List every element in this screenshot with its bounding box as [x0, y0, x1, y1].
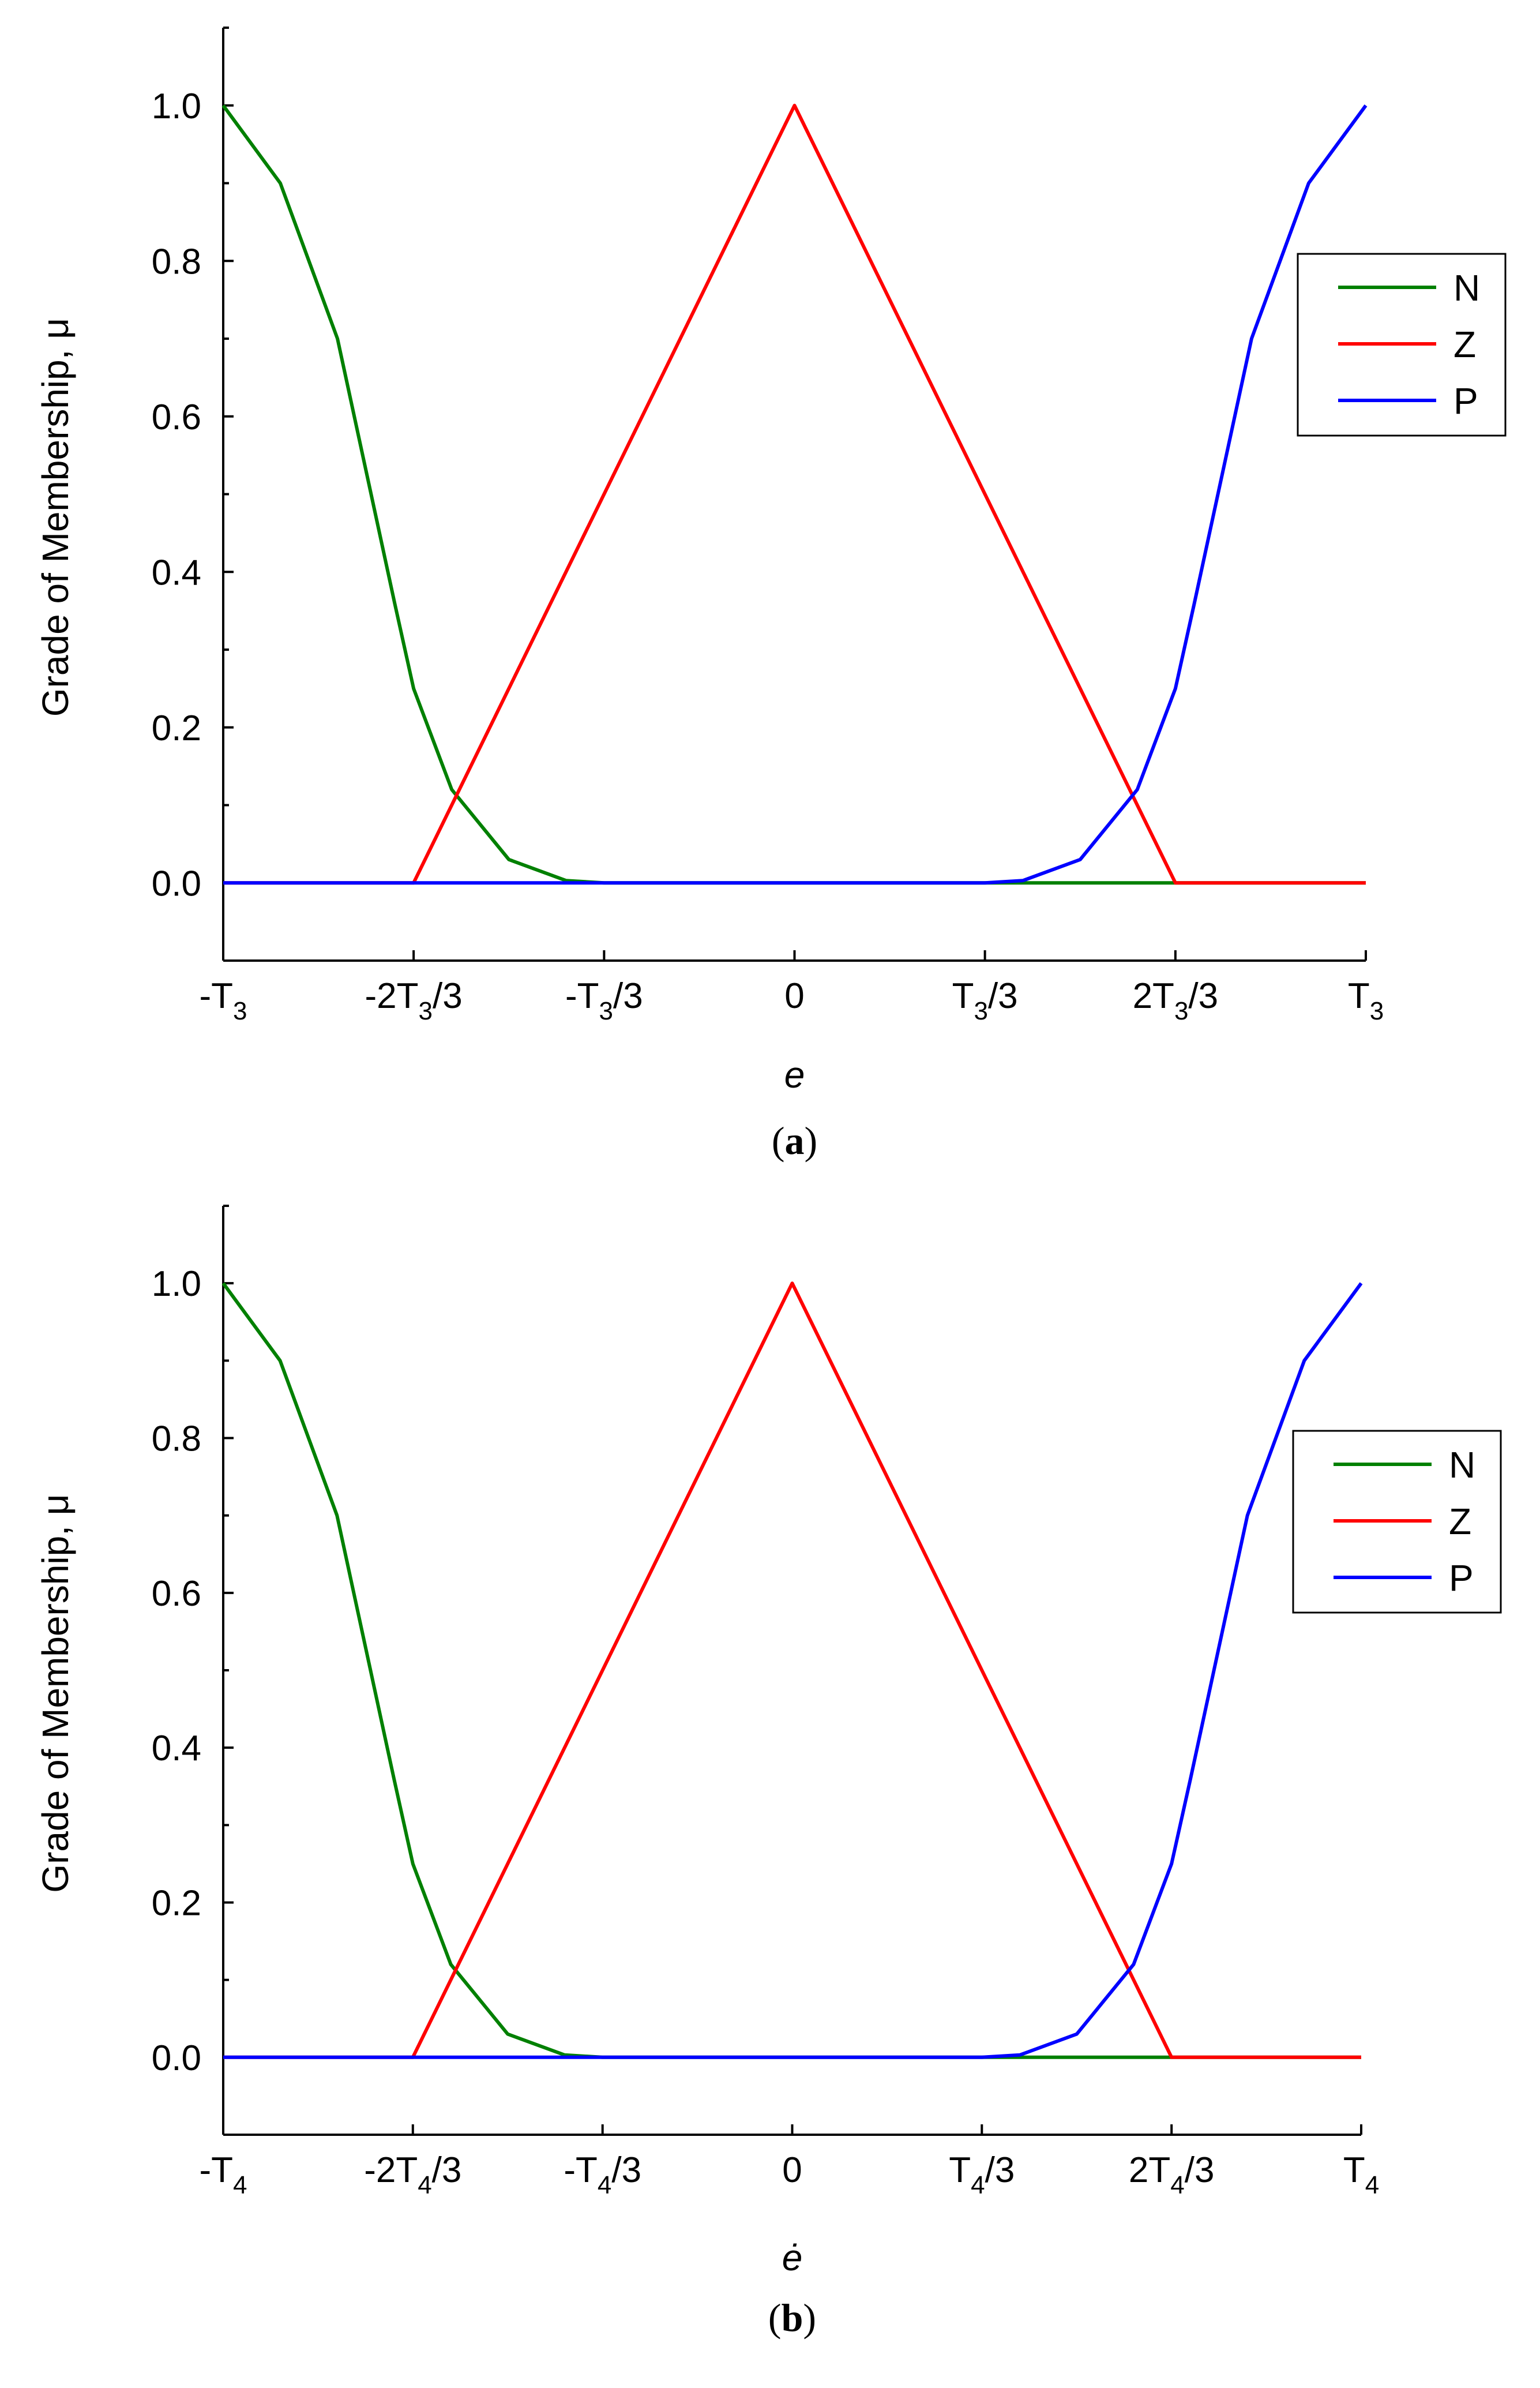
series-line-n: [221, 1282, 1361, 2059]
x-tick-label-subscript: 4: [233, 2171, 247, 2199]
x-tick-label: -T4/3: [564, 2150, 641, 2199]
x-tick-label-subscript: 3: [1174, 997, 1188, 1025]
x-tick-label: 2T3/3: [1133, 976, 1219, 1025]
x-axis-title: e: [784, 1054, 805, 1096]
series-line-p: [223, 1282, 1363, 2059]
x-tick-label-main: 0: [782, 2150, 802, 2190]
chart-panel-a: 0.00.20.40.60.81.0-T3 -2T3/3 -T3/3 0 T3/3 2T3…: [35, 27, 1507, 1163]
y-tick-label: 0.0: [152, 864, 201, 904]
x-tick-label-main: T: [949, 2150, 971, 2190]
series-line-z: [223, 103, 1366, 885]
caption-open-paren: (: [772, 1119, 785, 1163]
x-tick-label-subscript: 4: [418, 2171, 431, 2199]
x-tick-label-suffix: /3: [988, 976, 1018, 1016]
chart-panel-b: 0.00.20.40.60.81.0-T4 -2T4/3 -T4/3 0 T4/3 2T4…: [35, 1205, 1502, 2340]
legend-label-p: P: [1449, 1557, 1474, 1599]
x-tick-label: T4/3: [949, 2150, 1015, 2199]
caption-close-paren: ): [803, 2296, 816, 2340]
y-tick-label: 0.2: [152, 708, 201, 748]
x-tick-label-subscript: 3: [599, 997, 613, 1025]
y-tick-label: 0.6: [152, 398, 201, 437]
x-tick-label: -T4: [199, 2150, 247, 2199]
x-tick-label-main: -2T: [365, 976, 419, 1016]
panel-caption: (b): [768, 2296, 816, 2340]
x-tick-label-subscript: 4: [1365, 2171, 1379, 2199]
x-tick-label-subscript: 3: [233, 997, 247, 1025]
x-tick-label: 0: [784, 976, 804, 1016]
x-tick-label-suffix: /3: [1185, 2150, 1215, 2190]
x-tick-label-subscript: 3: [1370, 997, 1384, 1025]
y-tick-label: 0.4: [152, 553, 201, 593]
y-tick-label: 1.0: [152, 87, 201, 126]
caption-open-paren: (: [768, 2296, 782, 2340]
x-tick-label: -T3: [199, 976, 247, 1025]
legend-label-n: N: [1449, 1444, 1475, 1486]
x-tick-label-main: -T: [199, 2150, 233, 2190]
x-tick-label-suffix: /3: [433, 976, 463, 1016]
y-tick-label: 0.0: [152, 2038, 201, 2078]
y-axis-title: Grade of Membership, μ: [35, 1494, 76, 1892]
legend-label-z: Z: [1453, 324, 1476, 365]
x-tick-label-main: -2T: [364, 2150, 418, 2190]
x-tick-label-main: T: [1343, 2150, 1365, 2190]
caption-close-paren: ): [805, 1119, 818, 1163]
x-tick-label-main: T: [952, 976, 974, 1016]
x-tick-label: T3/3: [952, 976, 1018, 1025]
caption-letter: a: [785, 1119, 805, 1163]
x-tick-label: T3: [1348, 976, 1384, 1025]
x-tick-label: -2T3/3: [365, 976, 463, 1025]
x-tick-label-main: 2T: [1133, 976, 1174, 1016]
legend-label-z: Z: [1449, 1501, 1471, 1542]
x-tick-label-suffix: /3: [611, 2150, 641, 2190]
x-tick-label-main: -T: [565, 976, 599, 1016]
x-tick-label-main: 2T: [1129, 2150, 1170, 2190]
x-tick-label: -2T4/3: [364, 2150, 461, 2199]
x-tick-label-subscript: 4: [1170, 2171, 1184, 2199]
y-tick-label: 0.4: [152, 1729, 201, 1768]
x-axis-title: ė: [782, 2237, 803, 2278]
x-tick-label: 0: [782, 2150, 802, 2190]
legend-label-n: N: [1453, 267, 1480, 309]
legend: NZP: [1297, 253, 1507, 437]
x-tick-label-subscript: 3: [419, 997, 433, 1025]
y-tick-label: 0.6: [152, 1574, 201, 1614]
x-tick-label: T4: [1343, 2150, 1379, 2199]
x-tick-label-main: -T: [564, 2150, 598, 2190]
x-tick-label-suffix: /3: [985, 2150, 1015, 2190]
x-tick-label-subscript: 4: [598, 2171, 611, 2199]
panel-caption: (a): [772, 1119, 817, 1163]
x-tick-label-main: -T: [199, 976, 233, 1016]
legend: NZP: [1292, 1430, 1502, 1614]
x-tick-label: 2T4/3: [1129, 2150, 1215, 2199]
caption-letter: b: [782, 2296, 803, 2340]
x-tick-label-suffix: /3: [613, 976, 643, 1016]
x-tick-label-suffix: /3: [432, 2150, 462, 2190]
x-tick-label-subscript: 4: [971, 2171, 985, 2199]
series-line-n: [221, 104, 1366, 885]
x-tick-label-suffix: /3: [1188, 976, 1218, 1016]
x-tick-label: -T3/3: [565, 976, 643, 1025]
y-tick-label: 0.2: [152, 1884, 201, 1924]
series-line-p: [223, 104, 1368, 885]
x-tick-label-main: 0: [784, 976, 804, 1016]
y-tick-label: 0.8: [152, 242, 201, 282]
y-tick-label: 0.8: [152, 1419, 201, 1459]
series-line-z: [223, 1281, 1361, 2059]
y-axis-title: Grade of Membership, μ: [35, 318, 76, 717]
y-tick-label: 1.0: [152, 1264, 201, 1304]
legend-label-p: P: [1453, 380, 1478, 422]
x-tick-label-subscript: 3: [974, 997, 987, 1025]
x-tick-label-main: T: [1348, 976, 1370, 1016]
